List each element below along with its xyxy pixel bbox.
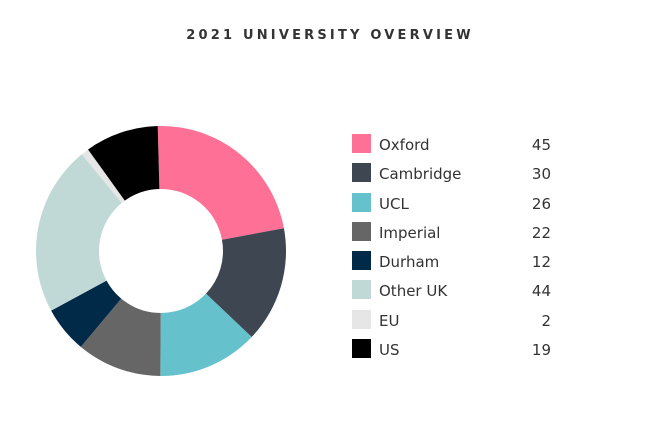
- legend-swatch: [352, 339, 371, 359]
- legend-label: Durham: [379, 253, 440, 272]
- slice-imperial: [80, 298, 161, 376]
- legend-value: 19: [531, 341, 551, 360]
- legend-item: US 19: [352, 337, 557, 366]
- legend-label: Cambridge: [379, 165, 462, 184]
- legend-item: Imperial 22: [352, 220, 557, 249]
- legend-value: 26: [531, 194, 551, 213]
- legend-swatch: [352, 251, 371, 271]
- legend-item: UCL 26: [352, 191, 557, 220]
- slice-ucl: [160, 293, 252, 376]
- legend-value: 22: [531, 223, 551, 242]
- slice-eu: [81, 149, 125, 204]
- legend-label: US: [379, 341, 400, 360]
- legend-item: EU 2: [352, 308, 557, 337]
- legend-swatch: [352, 280, 371, 300]
- legend-value: 12: [531, 253, 551, 272]
- legend-label: Other UK: [379, 282, 448, 301]
- legend-value: 2: [541, 311, 551, 330]
- legend-swatch: [352, 192, 371, 212]
- legend-item: Other UK 44: [352, 278, 557, 307]
- chart-title: 2021 UNIVERSITY OVERVIEW: [186, 28, 474, 43]
- slice-oxford: [157, 126, 284, 240]
- legend-label: Imperial: [379, 223, 441, 242]
- legend-label: UCL: [379, 194, 409, 213]
- legend-value: 45: [531, 136, 551, 154]
- chart-legend: Oxford 45 Cambridge 30 UCL 26 Imperial 22 Durham…: [352, 132, 557, 366]
- legend-item: Cambridge 30: [352, 161, 557, 190]
- slice-durham: [51, 280, 122, 347]
- slice-cambridge: [205, 228, 287, 338]
- legend-swatch: [352, 309, 371, 329]
- legend-value: 44: [531, 282, 551, 301]
- legend-swatch: [352, 134, 371, 153]
- legend-label: Oxford: [379, 136, 430, 154]
- legend-value: 30: [531, 165, 551, 184]
- legend-label: EU: [379, 311, 400, 330]
- legend-swatch: [352, 163, 371, 183]
- slice-other-uk: [36, 154, 122, 311]
- legend-item: Oxford 45: [352, 132, 557, 161]
- slice-us: [88, 126, 160, 201]
- legend-swatch: [352, 221, 371, 241]
- legend-item: Durham 12: [352, 249, 557, 278]
